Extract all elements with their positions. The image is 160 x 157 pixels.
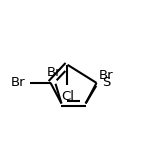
- Text: Cl: Cl: [61, 90, 74, 103]
- Text: S: S: [103, 76, 111, 89]
- Text: Br: Br: [47, 66, 61, 79]
- Text: Br: Br: [11, 76, 25, 89]
- Text: Br: Br: [99, 69, 113, 82]
